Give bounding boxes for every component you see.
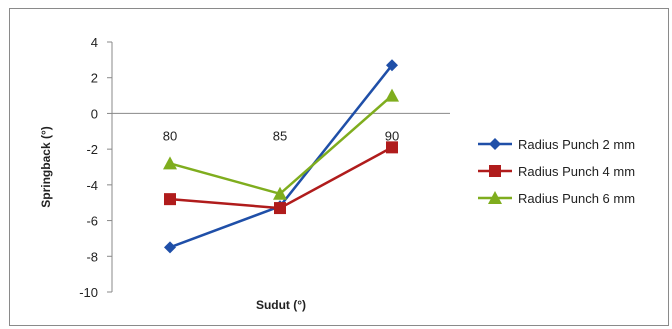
data-point: [386, 59, 398, 72]
legend-label: Radius Punch 2 mm: [518, 137, 635, 152]
data-point: [273, 186, 287, 200]
y-tick-label: 4: [91, 35, 98, 50]
x-axis-title: Sudut (°): [256, 298, 306, 312]
y-tick-label: -10: [79, 285, 98, 300]
x-tick-label: 80: [163, 128, 177, 143]
legend-marker: [489, 138, 501, 150]
legend-item: Radius Punch 4 mm: [478, 164, 635, 179]
y-axis-ticks: 4 2 0 -2 -4 -6 -8 -10: [79, 35, 112, 300]
data-point: [386, 141, 398, 154]
legend: Radius Punch 2 mm Radius Punch 4 mm Radius…: [478, 137, 635, 206]
series-lines: [169, 64, 393, 249]
y-axis-title: Springback (°): [39, 126, 53, 207]
series-markers: [163, 59, 399, 254]
data-point: [163, 156, 177, 170]
y-tick-label: 2: [91, 71, 98, 86]
x-axis-ticks: 80 85 90: [163, 128, 399, 143]
data-point: [274, 202, 286, 215]
legend-item: Radius Punch 2 mm: [478, 137, 635, 152]
x-tick-label: 90: [385, 128, 399, 143]
x-tick-label: 85: [273, 128, 287, 143]
legend-marker: [488, 191, 502, 204]
y-tick-label: 0: [91, 106, 98, 121]
legend-marker: [489, 165, 501, 177]
data-point: [164, 241, 176, 254]
y-tick-label: -2: [86, 142, 98, 157]
y-tick-label: -8: [86, 249, 98, 264]
data-point: [385, 88, 399, 102]
legend-label: Radius Punch 4 mm: [518, 164, 635, 179]
series-line-3: [169, 94, 393, 196]
data-point: [164, 193, 176, 206]
legend-label: Radius Punch 6 mm: [518, 191, 635, 206]
y-tick-label: -6: [86, 214, 98, 229]
chart-frame: [9, 8, 669, 326]
y-tick-label: -4: [86, 178, 98, 193]
legend-item: Radius Punch 6 mm: [478, 191, 635, 206]
series-line-1: [169, 64, 393, 249]
